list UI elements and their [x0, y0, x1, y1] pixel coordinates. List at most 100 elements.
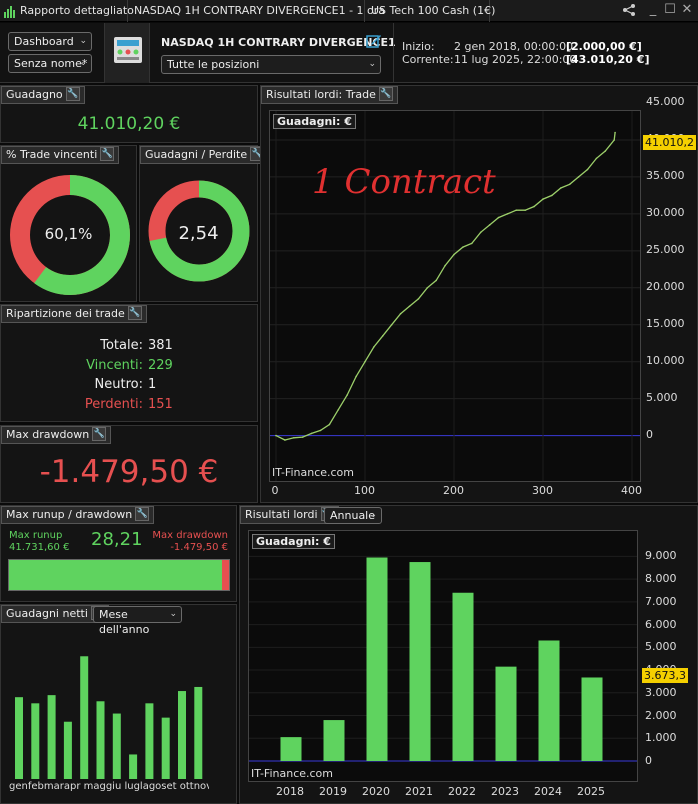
gain-value: 41.010,20 € — [77, 114, 181, 134]
month-period-select[interactable]: Mese dell'anno ⌄ — [93, 606, 182, 636]
equity-point — [614, 131, 616, 134]
annual-bar — [495, 666, 517, 761]
breakdown-header: Ripartizione dei trade 🔧 — [1, 305, 147, 323]
name-select-value: Senza nome* — [14, 57, 88, 70]
share-icon[interactable] — [622, 3, 636, 17]
equity-point — [471, 242, 473, 245]
equity-point — [310, 432, 313, 435]
y-tick-label: 7.000 — [645, 594, 677, 608]
annual-period-value: Annuale — [330, 509, 376, 522]
edit-icon[interactable] — [366, 33, 382, 49]
equity-point — [417, 298, 420, 300]
wrench-icon[interactable]: 🔧 — [92, 427, 107, 441]
neutral-label: Neutro: — [94, 377, 143, 392]
tab-strategy[interactable]: NASDAQ 1H CONTRARY DIVERGENCE1 - 1 ora — [128, 0, 385, 22]
tab-label: Rapporto dettagliato — [20, 4, 134, 17]
equity-title: Risultati lordi: Trade — [266, 88, 376, 101]
y-tick-label: 30.000 — [646, 205, 685, 219]
y-tick-label: 35.000 — [646, 168, 685, 182]
wrench-icon[interactable]: 🔧 — [65, 87, 80, 101]
equity-point — [319, 429, 322, 432]
equity-point — [408, 305, 411, 308]
equity-point — [551, 194, 553, 197]
annual-header: Risultati lordi🔧 — [240, 506, 339, 524]
annual-period-select[interactable]: Annuale ⌄ — [324, 507, 382, 524]
monthly-bar — [129, 754, 138, 779]
runup-bar-fill — [9, 560, 222, 590]
wrench-icon[interactable]: 🔧 — [127, 306, 142, 320]
equity-point — [284, 439, 286, 441]
equity-point — [479, 231, 482, 234]
strategy-name: NASDAQ 1H CONTRARY DIVERGENCE1 — [161, 36, 396, 49]
dashboard-select[interactable]: Dashboard ⌄ — [8, 32, 92, 51]
gain-loss-value: 2,54 — [178, 223, 219, 244]
y-tick-label: 2.000 — [645, 708, 677, 722]
y-tick-label: 45.000 — [646, 95, 685, 108]
runup-dd-label: Max drawdown — [152, 530, 228, 541]
loss-value: 151 — [148, 396, 173, 412]
close-icon[interactable]: ✕ — [681, 2, 693, 17]
wrench-icon[interactable]: 🔧 — [378, 87, 393, 101]
drawdown-value: -1.479,50 € — [39, 454, 219, 490]
minimize-icon[interactable]: _ — [649, 2, 657, 17]
x-tick-label: 300 — [532, 484, 553, 497]
win-pct-header: % Trade vincenti 🔧 — [1, 146, 120, 164]
tab-detailed-report[interactable]: Rapporto dettagliato — [0, 0, 134, 22]
annual-bar — [538, 640, 560, 761]
equity-point — [328, 423, 331, 426]
total-value: 381 — [148, 338, 173, 353]
neutral-value: 1 — [148, 377, 157, 392]
y-tick-label: 6.000 — [645, 617, 677, 631]
annual-x-axis: 2018 2019 2020 2021 2022 2023 2024 2025 — [248, 785, 638, 801]
x-tick-label: 2023 — [491, 785, 519, 798]
runup-label: Max runup — [9, 530, 63, 541]
equity-last-value-badge: 41.010,2 — [643, 135, 696, 150]
annual-bar — [581, 677, 603, 761]
current-date: 11 lug 2025, 22:00:00 — [454, 53, 577, 66]
toolbar: Dashboard ⌄ Senza nome* ⌄ NASDAQ 1H CONT… — [0, 23, 698, 83]
annual-bar — [366, 557, 388, 761]
equity-point — [462, 246, 464, 248]
wrench-icon[interactable]: 🔧 — [135, 507, 150, 521]
y-tick-label: 0 — [646, 427, 653, 441]
monthly-bar — [112, 713, 121, 779]
y-tick-label: 3.000 — [645, 685, 677, 699]
y-tick-label: 5.000 — [645, 640, 677, 654]
equity-point — [337, 408, 340, 411]
tab-instrument[interactable]: US Tech 100 Cash (1€) — [365, 0, 495, 22]
positions-select[interactable]: Tutte le posizioni ⌄ — [161, 55, 381, 74]
x-tick-label: 0 — [271, 484, 279, 497]
annual-y-axis: 01.0002.0003.0004.0005.0006.0007.0008.00… — [640, 530, 696, 782]
gain-panel: Guadagno 🔧 41.010,20 € — [0, 85, 258, 143]
y-tick-label: 8.000 — [645, 572, 677, 586]
y-tick-label: 20.000 — [646, 279, 685, 293]
breakdown-title: Ripartizione dei trade — [6, 307, 125, 320]
equity-label: Guadagni: € — [273, 114, 356, 129]
runup-value: 41.731,60 € — [9, 542, 70, 553]
annual-chart — [249, 555, 637, 762]
equity-point — [604, 150, 607, 152]
strategy-report-icon[interactable] — [104, 23, 150, 83]
annual-plot-area: Guadagni: € IT-Finance.com — [248, 530, 638, 782]
loss-label: Perdenti: — [84, 396, 143, 412]
equity-chart — [270, 102, 640, 481]
dashboard-select-value: Dashboard — [14, 35, 74, 48]
equity-watermark: IT-Finance.com — [272, 466, 354, 479]
runup-header: Max runup / drawdown 🔧 — [1, 506, 155, 524]
drawdown-title: Max drawdown — [6, 428, 90, 441]
y-tick-label: 25.000 — [646, 242, 685, 256]
x-tick-label: 400 — [621, 484, 642, 497]
equity-header: Risultati lordi: Trade 🔧 — [261, 86, 398, 104]
runup-bar — [8, 559, 230, 591]
maximize-icon[interactable]: ☐ — [664, 2, 676, 17]
drawdown-panel: Max drawdown 🔧 -1.479,50 € — [0, 425, 258, 503]
y-tick-label: 9.000 — [645, 549, 677, 563]
equity-point — [426, 286, 429, 289]
runup-title: Max runup / drawdown — [6, 508, 133, 521]
wrench-icon[interactable]: 🔧 — [100, 147, 115, 161]
name-select[interactable]: Senza nome* ⌄ — [8, 54, 92, 73]
equity-plot-area: Guadagni: € 1 Contract IT-Finance.com — [269, 102, 641, 482]
chevron-down-icon: ⌄ — [369, 510, 377, 520]
equity-point — [560, 187, 562, 189]
equity-x-axis: 0 100 200 300 400 — [269, 484, 643, 500]
